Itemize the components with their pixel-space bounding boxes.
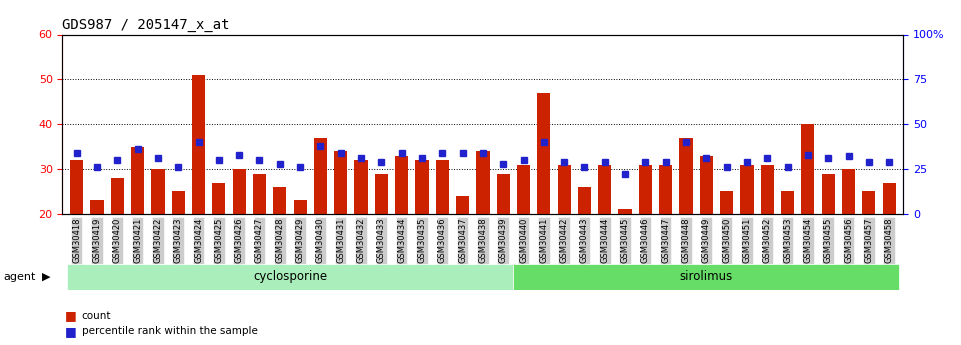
Bar [415,160,429,214]
Bar [111,178,124,214]
Text: GSM30434: GSM30434 [397,218,407,263]
Bar [435,160,449,214]
Bar [700,156,713,214]
Text: GSM30455: GSM30455 [824,218,832,263]
Text: GSM30453: GSM30453 [783,218,792,263]
Bar [253,174,266,214]
Text: GSM30452: GSM30452 [763,218,772,263]
Text: agent: agent [3,272,36,282]
Text: GSM30422: GSM30422 [154,218,162,263]
Bar [456,196,469,214]
Bar [517,165,530,214]
Text: GSM30436: GSM30436 [438,218,447,264]
Bar [639,165,652,214]
Text: GSM30426: GSM30426 [234,218,244,263]
Text: GSM30442: GSM30442 [559,218,569,263]
Text: GSM30418: GSM30418 [72,218,81,263]
Bar [66,264,513,290]
Text: GSM30435: GSM30435 [417,218,427,263]
Text: GSM30433: GSM30433 [377,218,386,264]
Text: count: count [82,311,111,321]
Bar [720,191,733,214]
Bar [212,183,226,214]
Text: GSM30458: GSM30458 [885,218,894,263]
Bar [90,200,104,214]
Text: GSM30421: GSM30421 [134,218,142,263]
Text: GSM30424: GSM30424 [194,218,203,263]
Bar [578,187,591,214]
Text: GSM30428: GSM30428 [275,218,284,263]
Text: GSM30419: GSM30419 [92,218,102,263]
Bar [314,138,327,214]
Text: GSM30437: GSM30437 [458,218,467,264]
Text: GSM30438: GSM30438 [479,218,487,264]
Text: GSM30439: GSM30439 [499,218,507,263]
Bar [477,151,489,214]
Bar [375,174,388,214]
Bar [659,165,673,214]
Text: GSM30454: GSM30454 [803,218,812,263]
Bar [801,124,815,214]
Text: GSM30446: GSM30446 [641,218,650,263]
Text: ■: ■ [64,325,76,338]
Text: GSM30456: GSM30456 [844,218,853,263]
Text: GSM30425: GSM30425 [214,218,223,263]
Bar [293,200,307,214]
Text: GSM30430: GSM30430 [316,218,325,263]
Text: GSM30445: GSM30445 [621,218,629,263]
Text: GSM30451: GSM30451 [743,218,752,263]
Text: GSM30447: GSM30447 [661,218,670,263]
Text: cyclosporine: cyclosporine [253,270,327,283]
Bar [842,169,855,214]
Text: GSM30427: GSM30427 [255,218,264,263]
Text: GSM30420: GSM30420 [112,218,122,263]
Bar [882,183,896,214]
Bar [740,165,753,214]
Bar [233,169,246,214]
Bar [192,75,205,214]
Bar [355,160,368,214]
Text: percentile rank within the sample: percentile rank within the sample [82,326,258,336]
Text: GSM30450: GSM30450 [722,218,731,263]
Text: GSM30432: GSM30432 [357,218,365,263]
Bar [862,191,875,214]
Bar [679,138,693,214]
Bar [70,160,84,214]
Bar [151,169,164,214]
Text: GSM30457: GSM30457 [864,218,874,263]
Bar [513,264,899,290]
Bar [781,191,794,214]
Text: GDS987 / 205147_x_at: GDS987 / 205147_x_at [62,18,230,32]
Bar [131,147,144,214]
Text: ▶: ▶ [42,272,51,282]
Bar [619,209,631,214]
Bar [395,156,408,214]
Bar [273,187,286,214]
Bar [822,174,835,214]
Text: GSM30443: GSM30443 [579,218,589,263]
Bar [557,165,571,214]
Bar [598,165,611,214]
Bar [172,191,185,214]
Text: GSM30444: GSM30444 [601,218,609,263]
Text: GSM30431: GSM30431 [336,218,345,263]
Bar [497,174,510,214]
Text: GSM30441: GSM30441 [539,218,549,263]
Text: sirolimus: sirolimus [679,270,733,283]
Bar [537,93,551,214]
Text: GSM30449: GSM30449 [702,218,711,263]
Text: GSM30429: GSM30429 [296,218,305,263]
Text: ■: ■ [64,309,76,322]
Text: GSM30423: GSM30423 [174,218,183,263]
Text: GSM30448: GSM30448 [681,218,691,263]
Bar [761,165,774,214]
Text: GSM30440: GSM30440 [519,218,528,263]
Bar [334,151,347,214]
